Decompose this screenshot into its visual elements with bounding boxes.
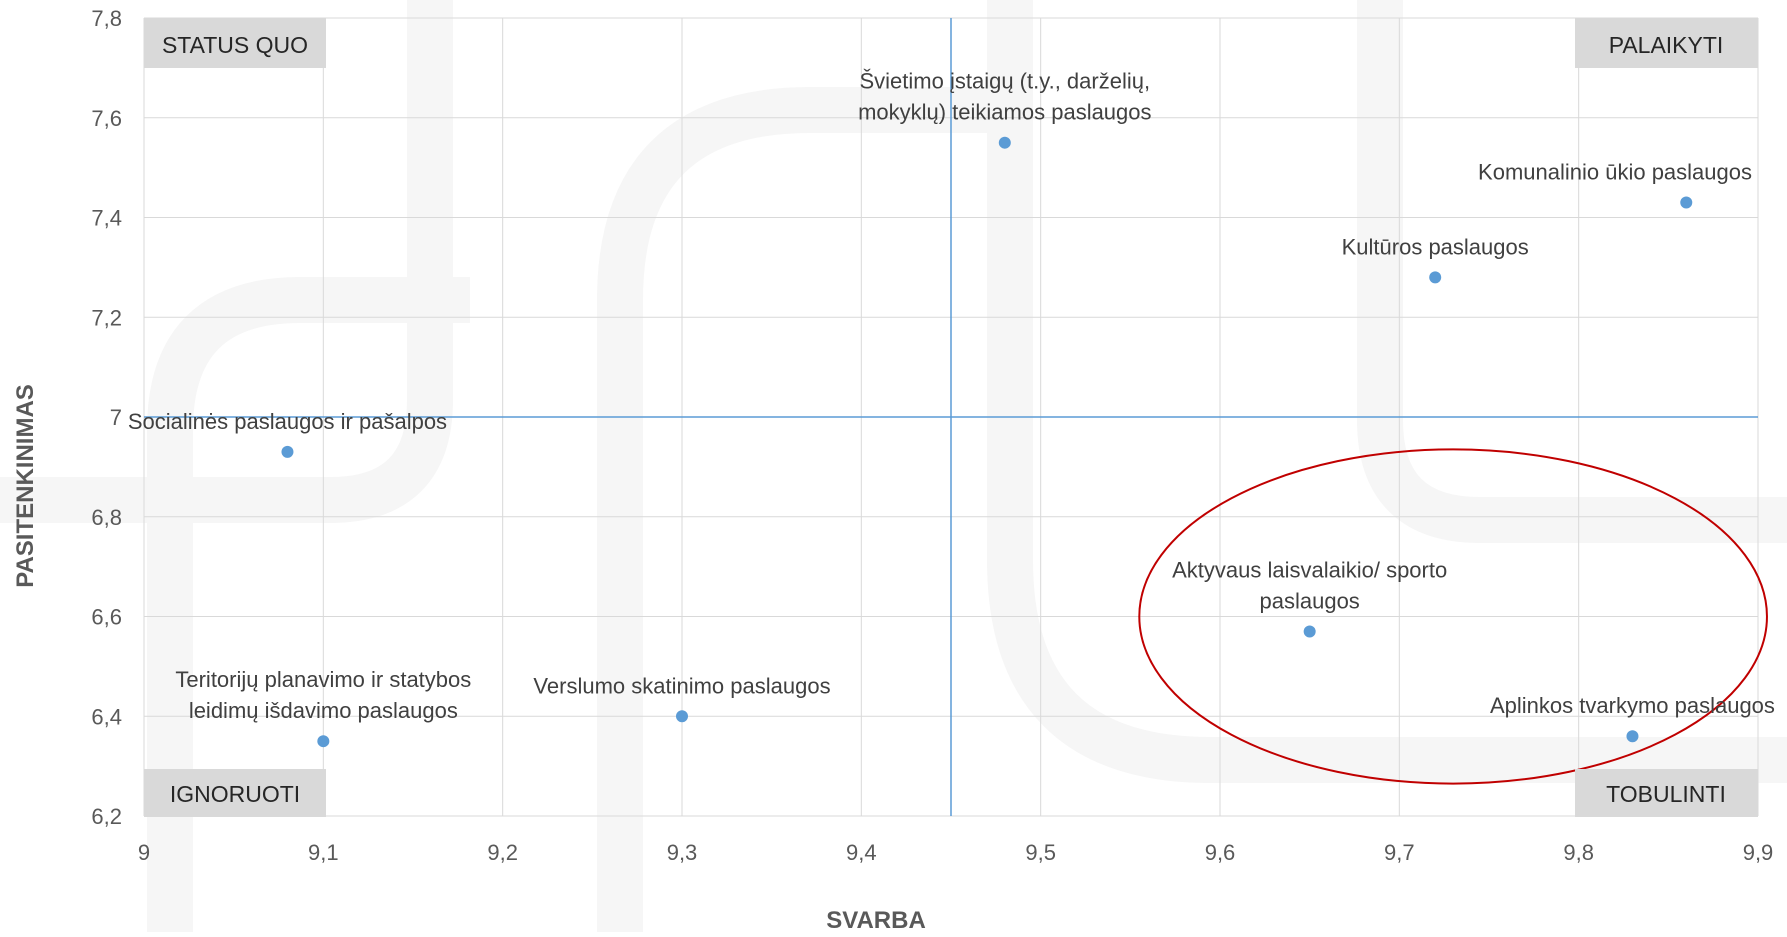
quadrant-label-bottom-right: TOBULINTI xyxy=(1606,781,1726,807)
data-label-6-line-1: leidimų išdavimo paslaugos xyxy=(189,698,458,723)
x-tick-label-5: 9,5 xyxy=(1025,840,1056,865)
data-point-4 xyxy=(1303,625,1316,638)
data-label-4-line-0: Aktyvaus laisvalaikio/ sporto xyxy=(1172,557,1447,582)
data-point-1 xyxy=(1680,196,1693,209)
data-point-2 xyxy=(1429,271,1442,284)
x-tick-label-6: 9,6 xyxy=(1205,840,1236,865)
quadrant-box-bottom-left xyxy=(144,769,326,817)
highlight-ellipse-layer xyxy=(1138,448,1768,785)
y-tick-label-6: 7,4 xyxy=(91,206,122,231)
y-tick-label-0: 6,2 xyxy=(91,804,122,829)
data-point-0 xyxy=(998,136,1011,149)
data-label-2-line-0: Kultūros paslaugos xyxy=(1342,234,1529,259)
data-label-7-line-0: Aplinkos tvarkymo paslaugos xyxy=(1490,693,1775,718)
data-point-5 xyxy=(676,710,688,723)
x-tick-label-0: 9 xyxy=(138,840,150,865)
data-label-6-line-0: Teritorijų planavimo ir statybos xyxy=(175,667,471,692)
data-points: Švietimo įstaigų (t.y., darželių, mokyklų… xyxy=(128,69,1775,748)
y-tick-label-1: 6,4 xyxy=(91,704,122,729)
quadrant-box-top-left xyxy=(144,18,326,68)
y-tick-label-7: 7,6 xyxy=(91,106,122,131)
y-axis-title: PASITENKINIMAS xyxy=(12,384,39,588)
quadrant-labels: STATUS QUO PALAIKYTI IGNORUOTI TOBULINTI xyxy=(144,18,1758,817)
axis-ticks: 9 9,1 9,2 9,3 9,4 9,5 9,6 9,7 9,8 9,9 6,2 6,4 6,6 6,8… xyxy=(91,6,1773,865)
y-tick-label-4: 7 xyxy=(110,405,122,430)
x-tick-label-9: 9,9 xyxy=(1743,840,1774,865)
data-label-4-line-1: paslaugos xyxy=(1260,588,1360,613)
x-tick-label-1: 9,1 xyxy=(308,840,339,865)
x-tick-label-4: 9,4 xyxy=(846,840,877,865)
x-tick-label-7: 9,7 xyxy=(1384,840,1415,865)
x-tick-label-3: 9,3 xyxy=(667,840,698,865)
data-label-0-line-0: Švietimo įstaigų (t.y., darželių, xyxy=(860,69,1151,94)
watermark-stroke-4 xyxy=(0,0,453,523)
quadrant-box-bottom-right xyxy=(1575,769,1758,817)
quadrant-box-top-right xyxy=(1575,18,1758,68)
watermark-stroke-1 xyxy=(597,87,1010,937)
data-point-7 xyxy=(1626,730,1639,743)
y-tick-label-8: 7,8 xyxy=(91,6,122,31)
x-tick-label-2: 9,2 xyxy=(487,840,518,865)
y-tick-label-3: 6,8 xyxy=(91,505,122,530)
quadrant-label-top-left: STATUS QUO xyxy=(162,32,308,58)
data-label-0-line-1: mokyklų) teikiamos paslaugos xyxy=(858,100,1151,125)
watermark-stroke-2 xyxy=(987,0,1787,783)
data-label-3-line-0: Socialinės paslaugos ir pašalpos xyxy=(128,409,447,434)
watermark-stroke-0 xyxy=(147,277,470,937)
y-tick-label-2: 6,6 xyxy=(91,605,122,630)
quadrant-label-top-right: PALAIKYTI xyxy=(1609,32,1724,58)
data-point-6 xyxy=(317,735,330,748)
x-tick-label-8: 9,8 xyxy=(1563,840,1594,865)
data-label-5-line-0: Verslumo skatinimo paslaugos xyxy=(533,673,830,698)
reference-lines xyxy=(144,18,1758,816)
quadrant-label-bottom-left: IGNORUOTI xyxy=(170,781,300,807)
highlight-ellipse xyxy=(1138,448,1768,785)
y-tick-label-5: 7,2 xyxy=(91,305,122,330)
x-axis-title: SVARBA xyxy=(826,907,926,932)
data-point-3 xyxy=(281,445,294,458)
watermark-stroke-3 xyxy=(1357,0,1787,543)
data-label-1-line-0: Komunalinio ūkio paslaugos xyxy=(1478,160,1752,185)
